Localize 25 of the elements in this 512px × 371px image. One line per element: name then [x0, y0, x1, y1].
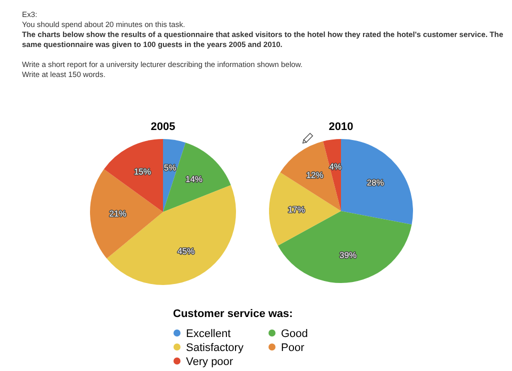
data-label: 12%	[306, 170, 324, 180]
pie-slice	[278, 211, 412, 283]
legend-label: Good	[281, 328, 308, 340]
data-label: 21%	[109, 208, 127, 218]
data-label: 45%	[178, 246, 195, 256]
pie-slice	[106, 185, 236, 285]
data-label: 15%	[134, 166, 152, 177]
legend-label: Poor	[281, 342, 305, 354]
data-label: 14%	[185, 174, 203, 184]
data-label: 39%	[339, 250, 357, 260]
legend-label: Very poor	[186, 356, 234, 368]
pie-slice	[90, 169, 163, 259]
pie-slice	[104, 139, 163, 212]
pie-slice	[341, 139, 413, 224]
data-label: 28%	[366, 178, 384, 188]
legend-label: Satisfactory	[186, 342, 244, 354]
pie-slice	[163, 142, 231, 212]
chart-title: 2010	[328, 121, 354, 133]
legend-title: Customer service was:	[173, 308, 293, 320]
chart-title: 2005	[150, 121, 176, 133]
pie-slice	[280, 141, 341, 211]
data-label: 5%	[164, 162, 177, 172]
data-label: 17%	[288, 204, 306, 215]
pie-slice	[269, 172, 341, 246]
legend-label: Excellent	[186, 328, 231, 340]
